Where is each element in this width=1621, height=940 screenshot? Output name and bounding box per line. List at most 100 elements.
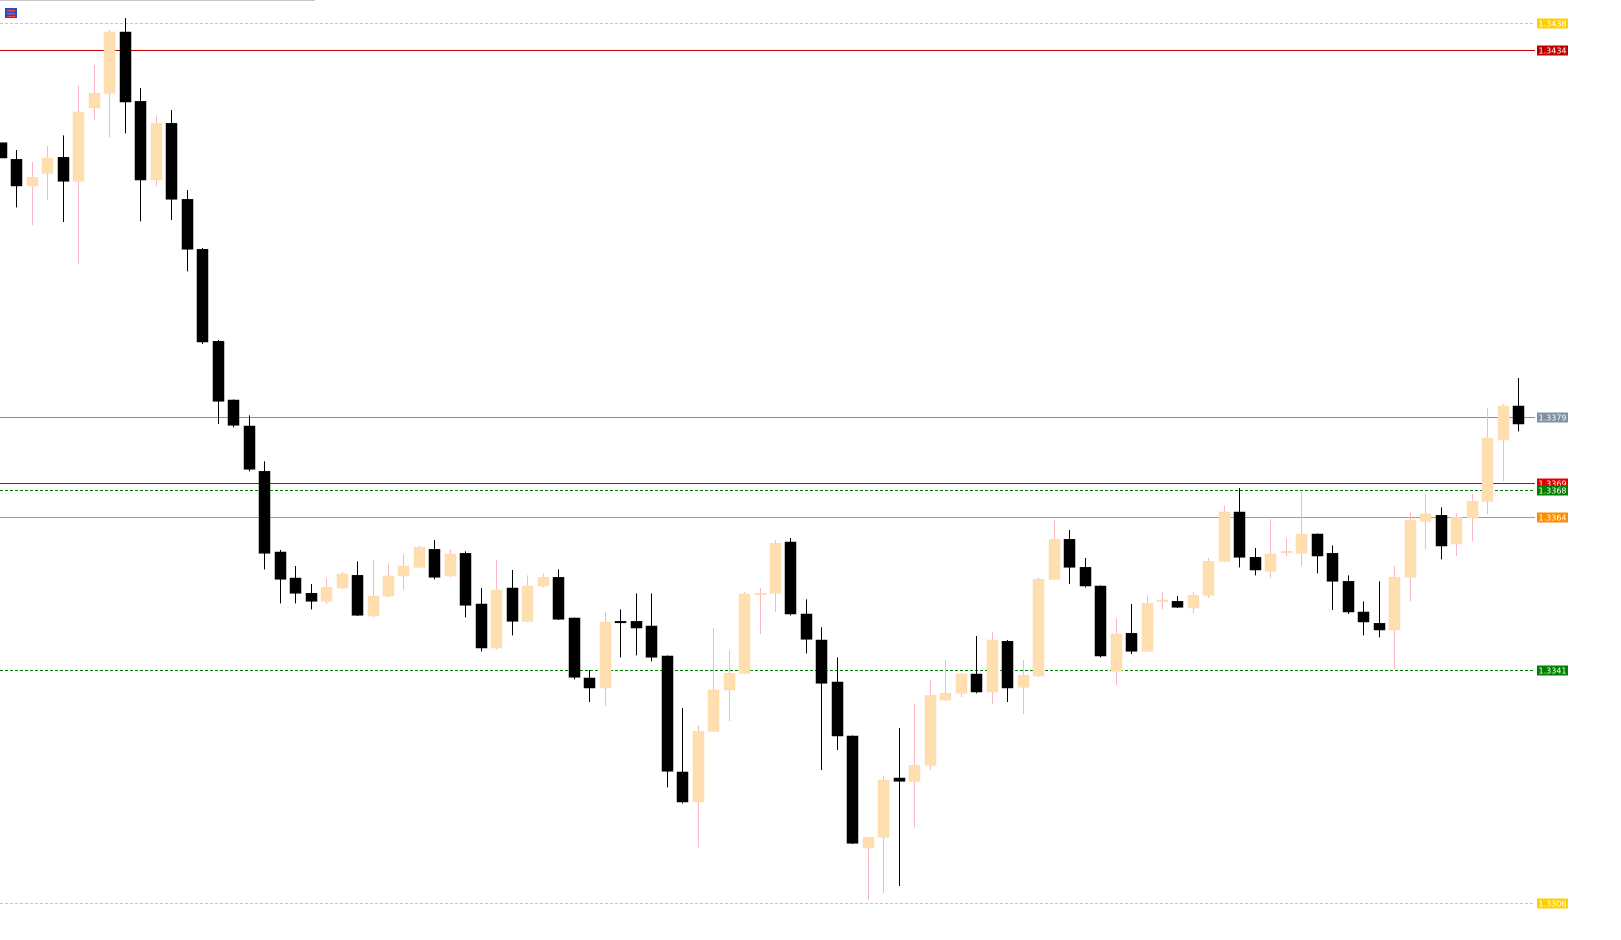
candle-body: [1110, 633, 1123, 672]
candle-body: [490, 589, 503, 649]
candle-body: [614, 621, 627, 624]
candle-body: [568, 617, 581, 678]
candle-body: [1233, 511, 1246, 558]
candle-body: [692, 731, 705, 803]
candle-body: [134, 101, 147, 181]
level-label-box: [1537, 45, 1568, 56]
candle-body: [150, 123, 163, 181]
candle-body: [397, 565, 410, 577]
candle-body: [72, 111, 85, 182]
level-label: 1.3438: [1539, 20, 1567, 29]
candle-body: [1388, 577, 1401, 631]
candle-body: [1295, 533, 1308, 554]
candle-body: [723, 673, 736, 691]
candle-body: [1079, 567, 1092, 587]
candle-body: [1481, 437, 1494, 502]
candle-body: [1264, 553, 1277, 572]
candle-body: [119, 31, 132, 103]
candle-body: [274, 551, 287, 580]
icon-bar: [7, 10, 15, 12]
level-label-box: [1537, 512, 1568, 523]
candle-body: [1094, 585, 1107, 657]
icon-bar: [7, 13, 15, 15]
candle-body: [227, 399, 240, 426]
candle-body: [754, 593, 767, 596]
candle-body: [243, 425, 256, 470]
level-label: 1.3434: [1539, 47, 1567, 56]
candle-body: [444, 553, 457, 577]
candle-body: [305, 593, 318, 602]
candle-body: [459, 553, 472, 606]
candle-body: [351, 575, 364, 616]
candle-body: [877, 779, 890, 838]
candle-body: [413, 547, 426, 568]
candle-body: [1141, 603, 1154, 652]
candle-body: [676, 771, 689, 803]
candle-body: [0, 142, 8, 159]
candle-body: [924, 695, 937, 766]
candle-body: [1450, 517, 1463, 545]
candle-body: [212, 341, 225, 402]
candle-body: [475, 603, 488, 649]
candle-body: [1156, 599, 1169, 602]
icon-bar: [7, 16, 15, 17]
level-label: 1.3369: [1539, 480, 1567, 489]
candle-body: [506, 587, 519, 622]
candle-body: [1202, 561, 1215, 596]
candle-body: [521, 585, 534, 622]
candle-body: [1419, 513, 1432, 522]
candle-body: [1063, 539, 1076, 568]
level-label-box: [1537, 898, 1568, 909]
candle-body: [986, 639, 999, 693]
candle-body: [1017, 675, 1030, 688]
candle-body: [1342, 581, 1355, 613]
candle-body: [784, 541, 797, 615]
candle-body: [738, 593, 751, 674]
candle-body: [57, 157, 70, 182]
level-label-box: [1537, 665, 1568, 676]
candle-body: [1497, 405, 1510, 441]
candle-body: [1512, 405, 1525, 425]
candle-body: [1280, 551, 1293, 554]
candle-body: [800, 613, 813, 640]
candle-body: [320, 587, 333, 602]
candle-body: [815, 639, 828, 684]
menu-icon[interactable]: [5, 8, 17, 18]
candle-body: [537, 577, 550, 587]
candle-body: [1249, 557, 1262, 571]
candle-body: [1001, 641, 1014, 689]
level-label: 1.3306: [1539, 900, 1567, 909]
candle-body: [1032, 579, 1045, 677]
candle-body: [645, 625, 658, 658]
candle-body: [1466, 501, 1479, 519]
candle-body: [1048, 539, 1061, 580]
level-label: 1.3379: [1539, 414, 1567, 423]
candle-body: [955, 673, 968, 694]
candle-body: [583, 677, 596, 689]
candle-body: [599, 621, 612, 689]
level-label: 1.3341: [1539, 667, 1567, 676]
candle-body: [707, 689, 720, 732]
candle-body: [103, 31, 116, 94]
candle-body: [336, 573, 349, 589]
candle-body: [893, 777, 906, 782]
candle-body: [1218, 511, 1231, 562]
level-label-box: [1537, 485, 1568, 496]
level-label: 1.3368: [1539, 487, 1567, 496]
candle-body: [1326, 553, 1339, 582]
candle-body: [165, 123, 178, 200]
candle-body: [846, 735, 859, 844]
candle-body: [382, 575, 395, 597]
level-label-box: [1537, 478, 1568, 489]
candle-body: [970, 673, 983, 693]
candle-body: [10, 159, 23, 187]
candle-body: [1435, 515, 1448, 547]
candle-body: [1357, 611, 1370, 623]
candle-body: [258, 471, 271, 554]
candle-body: [908, 765, 921, 782]
candle-body: [1373, 623, 1386, 631]
level-label: 1.3364: [1539, 514, 1567, 523]
level-label-box: [1537, 18, 1568, 29]
